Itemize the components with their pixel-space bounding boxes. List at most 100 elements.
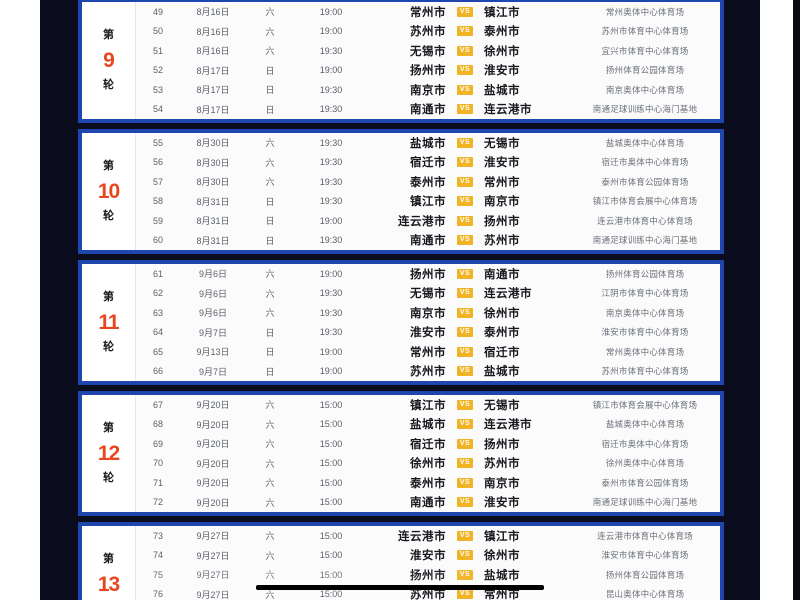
vs-cell: VS xyxy=(446,157,484,168)
fixture-row[interactable]: 52 8月17日 日 19:00 扬州市 VS 淮安市 扬州体育公园体育场 xyxy=(136,61,720,81)
fixtures-table: 49 8月16日六 19:00 常州市 VS 镇江市 常州奥体中心体育场 50 8月16日六 19… xyxy=(136,2,720,119)
vs-badge: VS xyxy=(456,550,474,561)
fixture-row[interactable]: 54 8月17日 日 19:30 南通市 VS 连云港市 南通足球训练中心海门基地 xyxy=(136,100,720,120)
match-number: 60 xyxy=(152,235,163,246)
home-team: 扬州市 xyxy=(410,569,446,582)
match-venue: 南通足球训练中心海门基地 xyxy=(592,104,698,115)
away-team: 无锡市 xyxy=(484,399,520,412)
fixture-row[interactable]: 64 9月7日 日 19:30 淮安市 VS 泰州市 淮安市体育中心体育场 xyxy=(136,323,720,343)
vs-cell: VS xyxy=(446,399,484,410)
match-date: 8月31日 xyxy=(196,196,230,207)
match-date: 9月20日 xyxy=(196,497,230,508)
match-time: 19:30 xyxy=(319,288,343,299)
fixture-row[interactable]: 76 9月27日 六 15:00 苏州市 VS 常州市 昆山奥体中心体育场 xyxy=(136,585,720,600)
fixture-row[interactable]: 73 9月27日 六 15:00 连云港市 VS 镇江市 连云港市体育中心体育场 xyxy=(136,526,720,546)
away-team: 徐州市 xyxy=(484,45,520,58)
fixture-row[interactable]: 68 9月20日 六 15:00 盐城市 VS 连云港市 盐城奥体中心体育场 xyxy=(136,415,720,435)
fixture-row[interactable]: 69 9月20日 六 15:00 宿迁市 VS 扬州市 宿迁市奥体中心体育场 xyxy=(136,434,720,454)
match-venue: 泰州市体育公园体育场 xyxy=(601,176,689,187)
match-venue: 南京奥体中心体育场 xyxy=(605,84,685,95)
vs-badge: VS xyxy=(456,104,474,115)
fixture-row[interactable]: 53 8月17日 日 19:30 南京市 VS 盐城市 南京奥体中心体育场 xyxy=(136,80,720,100)
fixture-row[interactable]: 56 8月30日 六 19:30 宿迁市 VS 淮安市 宿迁市奥体中心体育场 xyxy=(136,153,720,173)
vs-badge: VS xyxy=(456,399,474,410)
fixture-row[interactable]: 70 9月20日 六 15:00 徐州市 VS 苏州市 徐州奥体中心体育场 xyxy=(136,454,720,474)
match-number: 66 xyxy=(152,366,163,377)
vs-cell: VS xyxy=(446,215,484,226)
match-time: 19:00 xyxy=(319,6,343,17)
fixture-row[interactable]: 59 8月31日 日 19:00 连云港市 VS 扬州市 连云港市体育中心体育场 xyxy=(136,211,720,231)
fixture-row[interactable]: 62 9月6日 六 19:30 无锡市 VS 连云港市 江阴市体育中心体育场 xyxy=(136,284,720,304)
match-weekday: 六 xyxy=(265,570,275,581)
fixture-row[interactable]: 61 9月6日 六 19:00 扬州市 VS 南通市 扬州体育公园体育场 xyxy=(136,264,720,284)
match-weekday: 六 xyxy=(265,419,275,430)
round-card[interactable]: 第 12 轮 67 9月20日六 15:00 镇江市 VS 无锡市 镇江市体育会展中心体育场 68 9… xyxy=(78,391,724,516)
vs-cell: VS xyxy=(446,346,484,357)
match-number: 56 xyxy=(152,157,163,168)
round-prefix: 第 xyxy=(103,160,114,172)
match-date: 8月16日 xyxy=(196,26,230,37)
match-time: 19:30 xyxy=(319,157,343,168)
match-weekday: 六 xyxy=(265,288,275,299)
match-number: 58 xyxy=(152,196,163,207)
match-time: 19:30 xyxy=(319,45,343,56)
match-weekday: 六 xyxy=(265,589,275,600)
home-team: 苏州市 xyxy=(410,589,446,600)
match-venue: 泰州市体育公园体育场 xyxy=(601,477,689,488)
round-prefix: 第 xyxy=(103,291,114,303)
fixture-row[interactable]: 71 9月20日 六 15:00 泰州市 VS 南京市 泰州市体育公园体育场 xyxy=(136,473,720,493)
match-date: 8月17日 xyxy=(196,65,230,76)
fixture-row[interactable]: 66 9月7日 日 19:00 苏州市 VS 盐城市 苏州市体育中心体育场 xyxy=(136,362,720,382)
away-team: 常州市 xyxy=(484,176,520,189)
match-venue: 南通足球训练中心海门基地 xyxy=(592,235,698,246)
match-date: 8月30日 xyxy=(196,157,230,168)
home-team: 盐城市 xyxy=(410,137,446,150)
fixture-row[interactable]: 57 8月30日 六 19:30 泰州市 VS 常州市 泰州市体育公园体育场 xyxy=(136,172,720,192)
home-team: 镇江市 xyxy=(410,399,446,412)
match-date: 9月27日 xyxy=(196,550,230,561)
match-number: 55 xyxy=(152,137,163,148)
match-time: 19:00 xyxy=(319,346,343,357)
match-weekday: 六 xyxy=(265,497,275,508)
round-card[interactable]: 第 10 轮 55 8月30日六 19:30 盐城市 VS 无锡市 盐城奥体中心体育场 56 8月30… xyxy=(78,129,724,254)
fixture-row[interactable]: 49 8月16日 六 19:00 常州市 VS 镇江市 常州奥体中心体育场 xyxy=(136,2,720,22)
match-number: 67 xyxy=(152,399,163,410)
home-team: 苏州市 xyxy=(410,26,446,39)
round-label: 第 9 轮 xyxy=(82,2,136,119)
right-edge-strip xyxy=(793,0,800,600)
fixture-row[interactable]: 63 9月6日 六 19:30 南京市 VS 徐州市 南京奥体中心体育场 xyxy=(136,303,720,323)
away-team: 淮安市 xyxy=(484,65,520,78)
fixture-row[interactable]: 51 8月16日 六 19:30 无锡市 VS 徐州市 宜兴市体育中心体育场 xyxy=(136,41,720,61)
schedule-round-list[interactable]: 第 9 轮 49 8月16日六 19:00 常州市 VS 镇江市 常州奥体中心体育场 50 8月16日… xyxy=(76,0,726,600)
away-team: 盐城市 xyxy=(484,569,520,582)
vs-cell: VS xyxy=(446,307,484,318)
fixture-row[interactable]: 55 8月30日 六 19:30 盐城市 VS 无锡市 盐城奥体中心体育场 xyxy=(136,133,720,153)
round-label: 第13轮 xyxy=(82,526,136,600)
match-weekday: 六 xyxy=(265,138,275,149)
fixture-row[interactable]: 72 9月20日 六 15:00 南通市 VS 淮安市 南通足球训练中心海门基地 xyxy=(136,493,720,513)
match-time: 15:00 xyxy=(319,458,343,469)
fixture-row[interactable]: 75 9月27日 六 15:00 扬州市 VS 盐城市 扬州体育公园体育场 xyxy=(136,565,720,585)
vs-cell: VS xyxy=(446,104,484,115)
fixture-row[interactable]: 60 8月31日 日 19:30 南通市 VS 苏州市 南通足球训练中心海门基地 xyxy=(136,231,720,251)
fixture-row[interactable]: 65 9月13日 日 19:00 常州市 VS 宿迁市 常州奥体中心体育场 xyxy=(136,342,720,362)
away-team: 泰州市 xyxy=(484,327,520,340)
vs-badge: VS xyxy=(456,268,474,279)
fixture-row[interactable]: 67 9月20日 六 15:00 镇江市 VS 无锡市 镇江市体育会展中心体育场 xyxy=(136,395,720,415)
vs-badge: VS xyxy=(456,327,474,338)
vs-cell: VS xyxy=(446,137,484,148)
match-date: 8月17日 xyxy=(196,104,230,115)
fixture-row[interactable]: 74 9月27日 六 15:00 淮安市 VS 徐州市 淮安市体育中心体育场 xyxy=(136,546,720,566)
round-card[interactable]: 第 9 轮 49 8月16日六 19:00 常州市 VS 镇江市 常州奥体中心体育场 50 8月16日… xyxy=(78,0,724,123)
round-card[interactable]: 第 11 轮 61 9月6日六 19:00 扬州市 VS 南通市 扬州体育公园体育场 62 9月6日六… xyxy=(78,260,724,385)
match-time: 15:00 xyxy=(319,530,343,541)
match-venue: 常州奥体中心体育场 xyxy=(605,6,685,17)
match-weekday: 日 xyxy=(265,65,275,76)
vs-cell: VS xyxy=(446,26,484,37)
match-number: 59 xyxy=(152,215,163,226)
fixture-row[interactable]: 50 8月16日 六 19:00 苏州市 VS 泰州市 苏州市体育中心体育场 xyxy=(136,22,720,42)
match-date: 8月31日 xyxy=(196,216,230,227)
away-team: 南京市 xyxy=(484,477,520,490)
fixture-row[interactable]: 58 8月31日 日 19:30 镇江市 VS 南京市 镇江市体育会展中心体育场 xyxy=(136,192,720,212)
